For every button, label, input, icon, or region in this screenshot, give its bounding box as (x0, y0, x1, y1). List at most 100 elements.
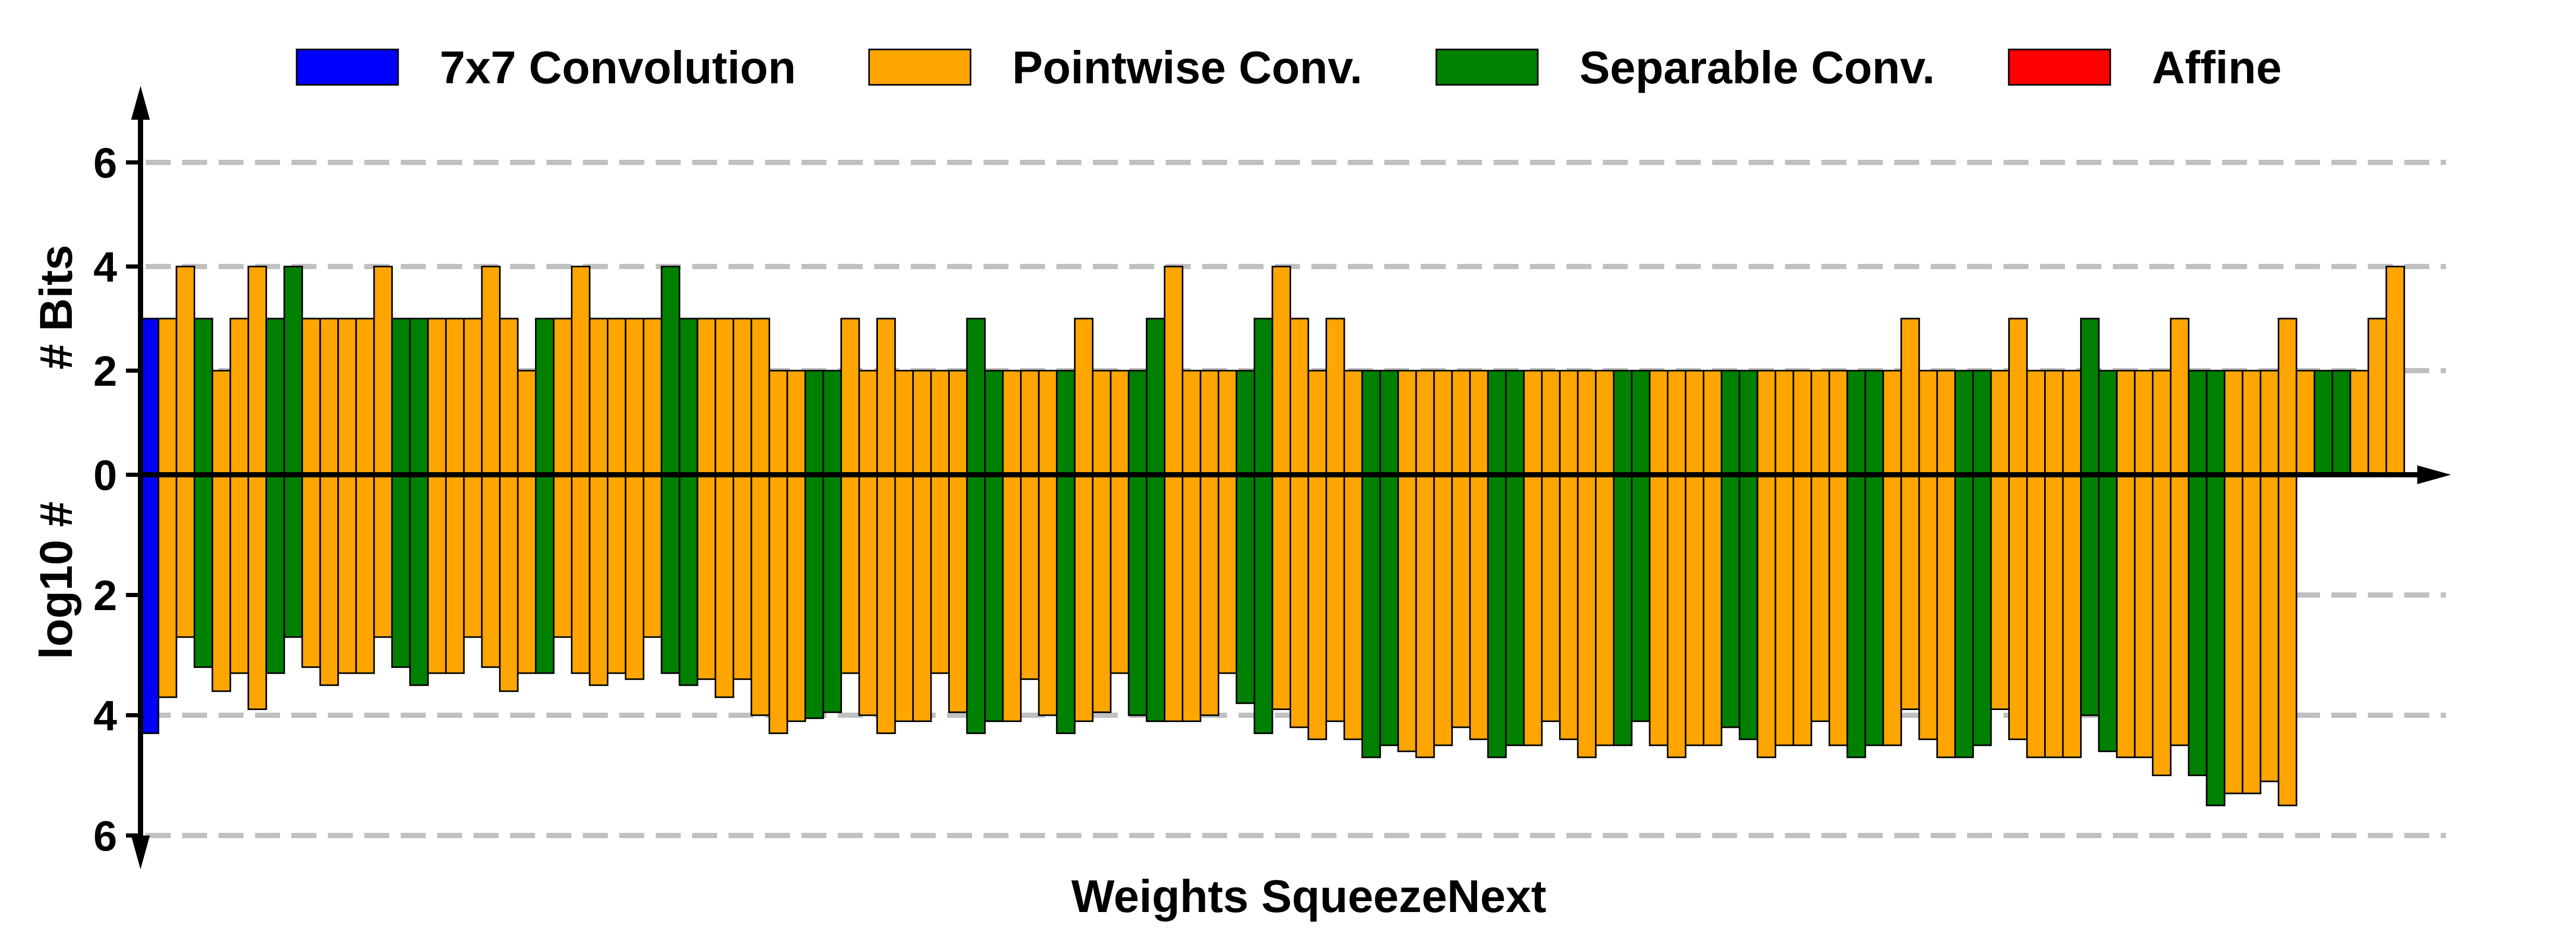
bar-bits-53 (1092, 370, 1112, 476)
bar-bits-95 (1846, 370, 1866, 476)
y-axis-title-bottom: log10 # (30, 501, 82, 659)
bar-count-49 (1020, 474, 1040, 680)
bar-count-92 (1792, 474, 1813, 746)
bar-bits-25 (589, 318, 609, 476)
bar-count-63 (1271, 474, 1292, 710)
bar-bits-51 (1056, 370, 1076, 476)
bar-bits-29 (660, 265, 681, 476)
bar-count-58 (1181, 474, 1202, 723)
bar-bits-4 (211, 370, 232, 476)
bar-bits-91 (1775, 370, 1794, 476)
bar-count-19 (481, 474, 501, 668)
bar-count-83 (1630, 474, 1651, 723)
bar-count-113 (2170, 474, 2190, 746)
bar-bits-99 (1918, 370, 1938, 476)
bar-bits-30 (679, 318, 698, 476)
bar-bits-34 (750, 318, 770, 476)
bar-bits-33 (732, 318, 753, 476)
tick-label-top-2: 2 (93, 348, 117, 395)
legend-swatch-aff (2008, 48, 2111, 86)
bar-bits-12 (355, 318, 375, 476)
bar-count-73 (1451, 474, 1471, 728)
bar-bits-0 (139, 318, 160, 476)
bar-count-11 (337, 474, 357, 674)
bar-bits-114 (2188, 370, 2208, 476)
bar-bits-122 (2331, 370, 2351, 476)
bar-count-84 (1649, 474, 1669, 746)
bar-bits-105 (2026, 370, 2046, 476)
bar-bits-27 (624, 318, 645, 476)
bar-bits-56 (1145, 318, 1166, 476)
bar-count-37 (804, 474, 824, 719)
bar-count-18 (463, 474, 483, 638)
bar-count-96 (1864, 474, 1884, 746)
bar-count-21 (517, 474, 537, 674)
legend-swatch-conv7 (296, 48, 399, 86)
bar-bits-54 (1110, 370, 1130, 476)
bar-count-32 (715, 474, 734, 698)
bar-bits-63 (1271, 265, 1292, 476)
bar-bits-87 (1703, 370, 1723, 476)
bar-bits-16 (427, 318, 447, 476)
bar-bits-123 (2349, 370, 2369, 476)
bar-count-109 (2098, 474, 2118, 752)
bar-bits-17 (445, 318, 465, 476)
bar-bits-62 (1253, 318, 1273, 476)
bar-count-15 (409, 474, 429, 686)
bar-bits-1 (158, 318, 177, 476)
bar-count-118 (2260, 474, 2279, 782)
bar-count-17 (445, 474, 465, 674)
bar-bits-93 (1810, 370, 1830, 476)
bar-count-4 (211, 474, 232, 692)
bar-bits-6 (247, 265, 267, 476)
bar-bits-50 (1038, 370, 1058, 476)
bar-count-2 (175, 474, 196, 638)
bar-count-13 (373, 474, 393, 638)
bar-bits-86 (1685, 370, 1705, 476)
tick-label-bottom-6: 6 (93, 813, 117, 860)
bar-count-0 (139, 474, 160, 735)
bar-bits-42 (894, 370, 914, 476)
legend-swatch-pw (868, 48, 972, 86)
bar-bits-77 (1523, 370, 1543, 476)
bar-bits-5 (229, 318, 249, 476)
legend-swatch-sep (1435, 48, 1539, 86)
bar-bits-109 (2098, 370, 2118, 476)
bar-count-1 (158, 474, 177, 698)
bar-bits-7 (265, 318, 285, 476)
bar-count-57 (1164, 474, 1183, 723)
bar-bits-124 (2367, 318, 2387, 476)
bar-bits-9 (301, 318, 321, 476)
bar-bits-100 (1936, 370, 1956, 476)
bar-count-6 (247, 474, 267, 710)
bar-bits-84 (1649, 370, 1669, 476)
bar-count-67 (1343, 474, 1363, 740)
bar-bits-118 (2260, 370, 2279, 476)
bar-count-98 (1900, 474, 1920, 710)
bar-bits-112 (2152, 370, 2172, 476)
bar-count-5 (229, 474, 249, 674)
bar-count-114 (2188, 474, 2208, 776)
bar-count-12 (355, 474, 375, 674)
bar-count-108 (2080, 474, 2100, 716)
bar-bits-3 (194, 318, 213, 476)
bar-bits-104 (2008, 318, 2028, 476)
legend-label-sep: Separable Conv. (1579, 42, 1935, 93)
bar-count-80 (1577, 474, 1597, 758)
bar-count-77 (1523, 474, 1543, 746)
bar-bits-52 (1074, 318, 1094, 476)
bar-bits-57 (1164, 265, 1183, 476)
bar-bits-23 (553, 318, 573, 476)
bar-count-35 (768, 474, 788, 735)
bar-count-94 (1828, 474, 1848, 746)
bar-bits-76 (1505, 370, 1525, 476)
bar-count-34 (750, 474, 770, 716)
bar-bits-88 (1720, 370, 1741, 476)
bar-bits-66 (1325, 318, 1345, 476)
bar-count-7 (265, 474, 285, 674)
bar-count-110 (2116, 474, 2136, 758)
bar-count-64 (1290, 474, 1309, 728)
bar-count-9 (301, 474, 321, 668)
bar-bits-85 (1667, 370, 1687, 476)
